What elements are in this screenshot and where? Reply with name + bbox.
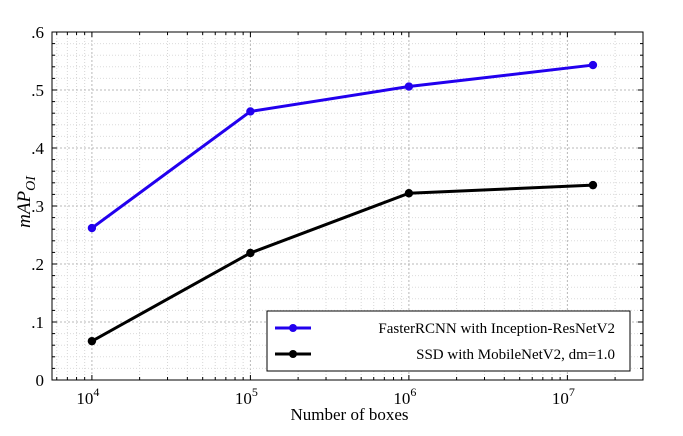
y-tick-label: .4 — [31, 139, 44, 158]
legend-swatch-marker — [289, 350, 297, 358]
series-2 — [87, 180, 598, 346]
legend-item: SSD with MobileNetV2, dm=1.0 — [275, 347, 615, 363]
x-tick-label: 107 — [552, 385, 575, 408]
legend-label: FasterRCNN with Inception-ResNetV2 — [378, 321, 615, 337]
legend: FasterRCNN with Inception-ResNetV2 SSD wi… — [266, 310, 631, 372]
x-axis-title: Number of boxes — [290, 405, 408, 424]
data-point — [87, 336, 97, 346]
data-point — [588, 60, 598, 70]
legend-item: FasterRCNN with Inception-ResNetV2 — [275, 321, 615, 337]
legend-label: SSD with MobileNetV2, dm=1.0 — [416, 347, 615, 363]
data-point — [404, 189, 414, 198]
y-tick-label: .1 — [31, 313, 44, 332]
data-point — [246, 248, 255, 258]
y-axis-title-main: mAP — [14, 191, 35, 228]
y-tick-label: 0 — [36, 371, 45, 390]
y-tick-label: .5 — [31, 81, 44, 100]
y-tick-label: .2 — [31, 255, 44, 274]
y-tick-label: .3 — [31, 197, 44, 216]
axis-ticks: 0 .1 .2 .3 .4 .5 .6 104 105 106 107 — [31, 23, 643, 408]
data-point — [87, 223, 97, 233]
x-tick-label: 105 — [235, 385, 258, 408]
y-axis-title-subscript: OI — [24, 175, 39, 191]
y-tick-label: .6 — [31, 23, 44, 42]
data-point — [588, 180, 598, 190]
x-tick-label: 104 — [76, 385, 99, 408]
x-tick-label: 106 — [393, 385, 416, 408]
legend-box — [266, 310, 631, 372]
series-1 — [87, 60, 598, 233]
series-line — [91, 183, 594, 343]
series-layer — [87, 60, 598, 346]
data-point — [404, 82, 414, 91]
series-line — [91, 63, 594, 230]
legend-swatch-marker — [289, 324, 297, 332]
y-axis-title: mAPOI — [14, 175, 39, 228]
data-point — [246, 107, 255, 116]
